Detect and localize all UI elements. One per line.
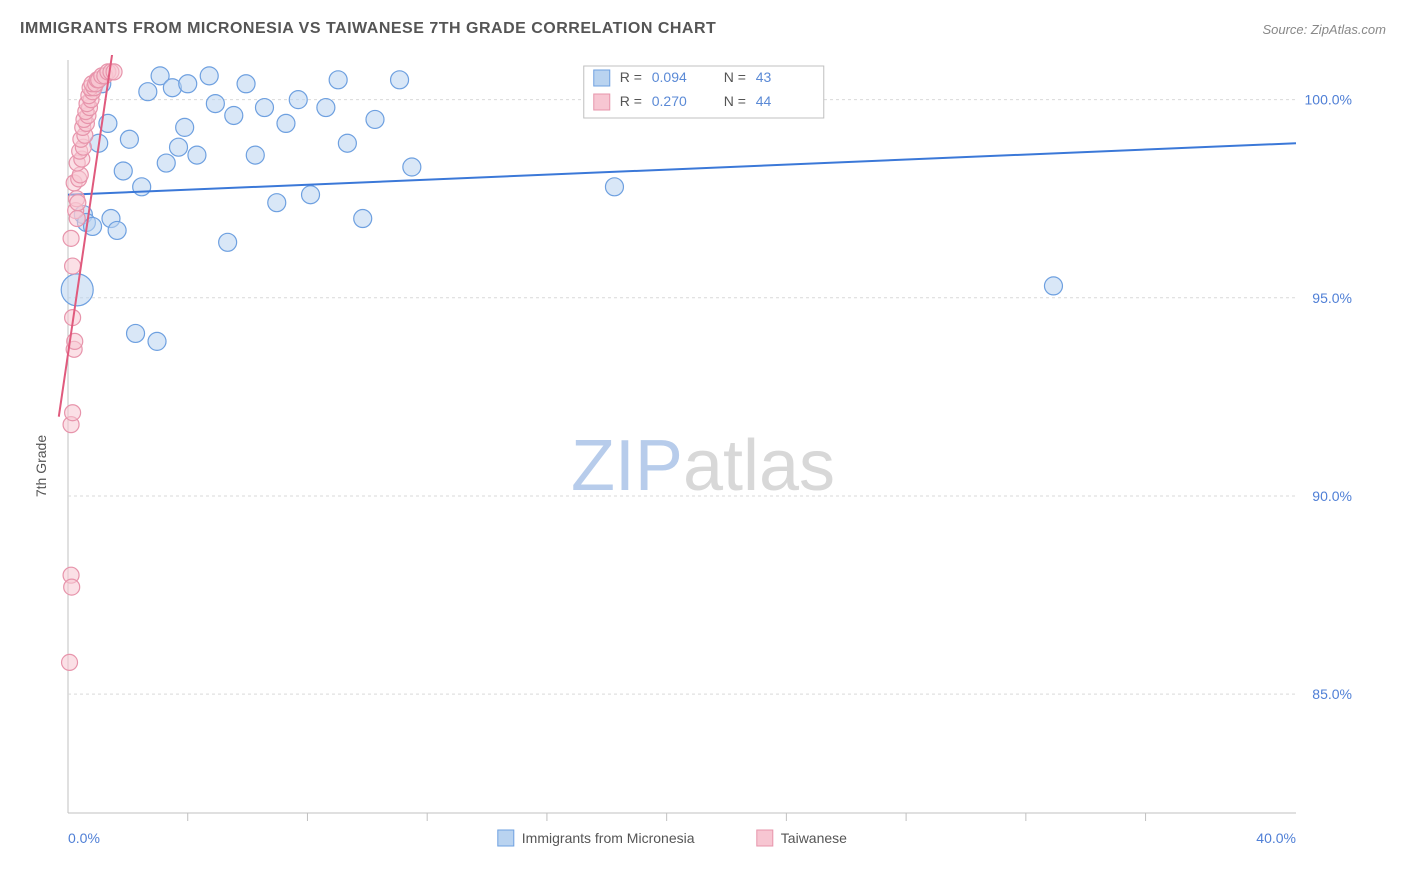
svg-text:Taiwanese: Taiwanese <box>781 830 847 846</box>
svg-text:40.0%: 40.0% <box>1256 830 1296 846</box>
svg-text:100.0%: 100.0% <box>1305 92 1352 108</box>
svg-text:90.0%: 90.0% <box>1312 488 1352 504</box>
source-label: Source: <box>1262 22 1310 37</box>
svg-text:R =: R = <box>620 69 642 85</box>
svg-text:44: 44 <box>756 93 772 109</box>
y-axis-label: 7th Grade <box>33 435 49 497</box>
chart-header: IMMIGRANTS FROM MICRONESIA VS TAIWANESE … <box>20 20 1386 38</box>
svg-text:0.0%: 0.0% <box>68 830 100 846</box>
svg-text:Immigrants from Micronesia: Immigrants from Micronesia <box>522 830 695 846</box>
svg-text:85.0%: 85.0% <box>1312 686 1352 702</box>
svg-text:95.0%: 95.0% <box>1312 290 1352 306</box>
svg-text:N =: N = <box>724 93 746 109</box>
chart-source: Source: ZipAtlas.com <box>1262 22 1386 37</box>
scatter-chart: 85.0% 90.0% 95.0% 100.0% 0.0% 40.0% R = 0.094 N … <box>20 55 1386 875</box>
svg-text:43: 43 <box>756 69 772 85</box>
svg-text:N =: N = <box>724 69 746 85</box>
svg-text:0.094: 0.094 <box>652 69 687 85</box>
source-name: ZipAtlas.com <box>1311 22 1386 37</box>
series-legend: Immigrants from Micronesia Taiwanese <box>498 830 847 846</box>
chart-container: 7th Grade ZIPatlas 85.0%90.0%95.0%100.0%… <box>20 55 1386 877</box>
correlation-legend: R = 0.094 N = 43 R = 0.270 N = 44 <box>584 66 824 118</box>
svg-text:R =: R = <box>620 93 642 109</box>
chart-title: IMMIGRANTS FROM MICRONESIA VS TAIWANESE … <box>20 20 716 38</box>
svg-text:0.270: 0.270 <box>652 93 687 109</box>
